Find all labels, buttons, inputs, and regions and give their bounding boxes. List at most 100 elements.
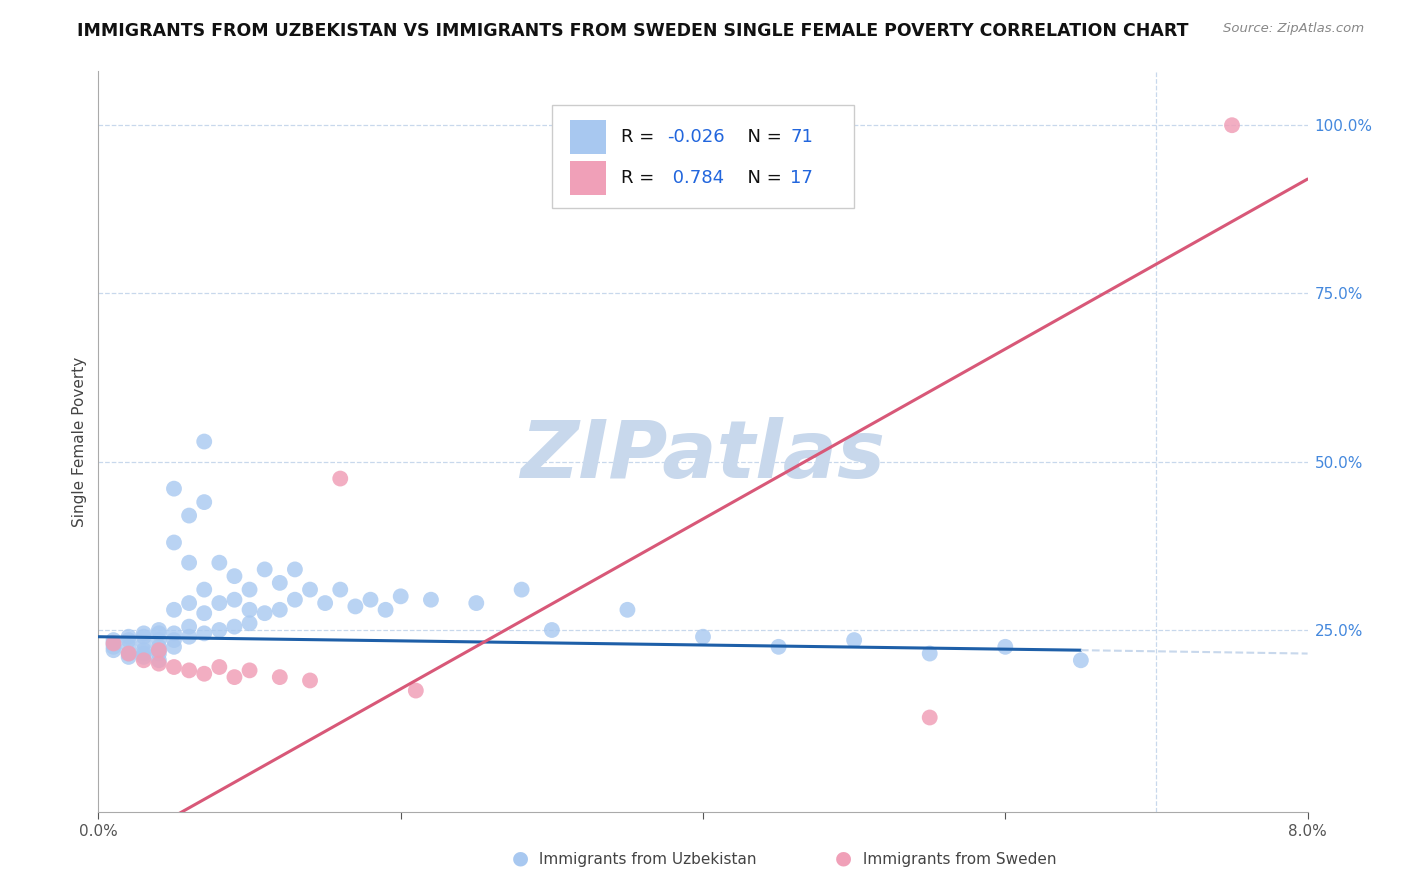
Point <box>193 434 215 449</box>
Point <box>148 633 170 648</box>
Text: R =: R = <box>621 128 659 146</box>
Bar <box>569 161 606 194</box>
Point <box>224 670 246 684</box>
Point <box>269 603 291 617</box>
Point <box>179 508 201 523</box>
Text: Source: ZipAtlas.com: Source: ZipAtlas.com <box>1223 22 1364 36</box>
Point <box>239 616 262 631</box>
Point <box>616 603 638 617</box>
Point <box>179 556 201 570</box>
Point <box>389 590 412 604</box>
Point <box>179 620 201 634</box>
Point <box>193 582 215 597</box>
Point <box>193 606 215 620</box>
Point <box>239 603 262 617</box>
Point <box>132 626 155 640</box>
Point <box>284 592 307 607</box>
Text: N =: N = <box>735 169 787 186</box>
Text: ●: ● <box>512 848 529 867</box>
Point <box>193 666 215 681</box>
Point <box>465 596 488 610</box>
Point <box>163 603 186 617</box>
Point <box>269 575 291 590</box>
Point <box>132 643 155 657</box>
Point <box>420 592 443 607</box>
FancyBboxPatch shape <box>551 104 855 209</box>
Point <box>540 623 562 637</box>
Point <box>253 606 276 620</box>
Point <box>239 582 262 597</box>
Point <box>163 626 186 640</box>
Point <box>148 640 170 654</box>
Text: ●: ● <box>835 848 852 867</box>
Point <box>163 640 186 654</box>
Point <box>360 592 382 607</box>
Point <box>118 647 141 661</box>
Text: IMMIGRANTS FROM UZBEKISTAN VS IMMIGRANTS FROM SWEDEN SINGLE FEMALE POVERTY CORRE: IMMIGRANTS FROM UZBEKISTAN VS IMMIGRANTS… <box>77 22 1189 40</box>
Point <box>329 472 352 486</box>
Point <box>179 664 201 678</box>
Point <box>510 582 533 597</box>
Point <box>405 683 427 698</box>
Point <box>768 640 790 654</box>
Point <box>103 643 125 657</box>
Point <box>132 649 155 664</box>
Text: -0.026: -0.026 <box>666 128 724 146</box>
Point <box>148 647 170 661</box>
Point <box>299 673 322 688</box>
Point <box>224 569 246 583</box>
Point <box>329 582 352 597</box>
Point <box>148 623 170 637</box>
Point <box>132 653 155 667</box>
Point <box>208 596 231 610</box>
Point <box>163 535 186 549</box>
Point <box>118 649 141 664</box>
Point <box>918 710 941 724</box>
Point <box>118 640 141 654</box>
Point <box>299 582 322 597</box>
Point <box>269 670 291 684</box>
Text: Immigrants from Uzbekistan: Immigrants from Uzbekistan <box>534 852 756 867</box>
Point <box>163 660 186 674</box>
Point <box>118 630 141 644</box>
Point <box>208 660 231 674</box>
Text: 71: 71 <box>790 128 813 146</box>
Point <box>148 643 170 657</box>
Point <box>208 556 231 570</box>
Point <box>163 633 186 648</box>
Point <box>148 643 170 657</box>
Point <box>224 620 246 634</box>
Y-axis label: Single Female Poverty: Single Female Poverty <box>72 357 87 526</box>
Point <box>103 636 125 650</box>
Point <box>132 630 155 644</box>
Point <box>692 630 714 644</box>
Point <box>148 653 170 667</box>
Point <box>208 623 231 637</box>
Text: ZIPatlas: ZIPatlas <box>520 417 886 495</box>
Text: R =: R = <box>621 169 659 186</box>
Text: 0.784: 0.784 <box>666 169 724 186</box>
Point <box>103 633 125 648</box>
Point <box>118 633 141 648</box>
Text: 17: 17 <box>790 169 813 186</box>
Point <box>239 664 262 678</box>
Point <box>118 647 141 661</box>
Point <box>844 633 866 648</box>
Point <box>374 603 396 617</box>
Point <box>179 596 201 610</box>
Point <box>224 592 246 607</box>
Bar <box>569 120 606 154</box>
Point <box>179 630 201 644</box>
Point <box>994 640 1017 654</box>
Point <box>314 596 336 610</box>
Point <box>148 626 170 640</box>
Point <box>344 599 367 614</box>
Point <box>1070 653 1092 667</box>
Point <box>193 495 215 509</box>
Point <box>193 626 215 640</box>
Text: Immigrants from Sweden: Immigrants from Sweden <box>858 852 1056 867</box>
Point <box>918 647 941 661</box>
Point <box>103 640 125 654</box>
Point <box>253 562 276 576</box>
Point <box>1220 118 1243 132</box>
